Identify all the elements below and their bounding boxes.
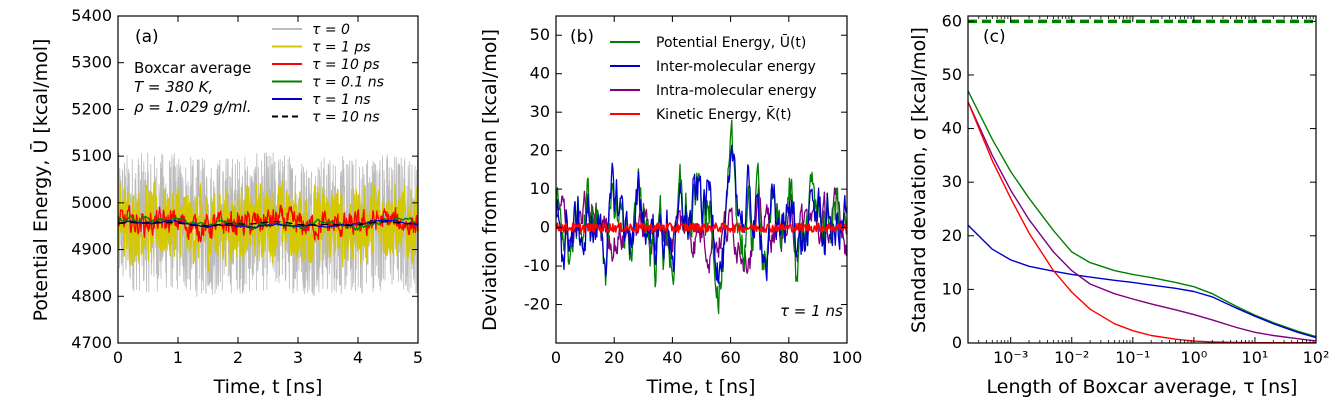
x-tick-label: 10¹ — [1242, 348, 1269, 367]
x-tick-label: 0 — [551, 348, 561, 367]
series-line-c-1 — [968, 224, 1316, 339]
y-tick-label: 0 — [540, 218, 550, 237]
y-tick-label: 10 — [530, 179, 550, 198]
panel-c-frame — [967, 15, 1317, 344]
annotation-density: ρ = 1.029 g/ml. — [134, 98, 251, 116]
series-line-b-3 — [556, 222, 847, 233]
x-tick-label: 40 — [662, 348, 682, 367]
x-tick-label: 5 — [413, 348, 423, 367]
legend-label-a: τ = 0.1 ns — [312, 75, 384, 91]
y-tick-label: 40 — [942, 119, 962, 138]
legend-label-b: Kinetic Energy, K̄(t) — [656, 105, 792, 123]
y-tick-label: 60 — [942, 11, 962, 30]
x-tick-label: 4 — [353, 348, 363, 367]
legend-b: Potential Energy, Ū(t) Inter-molecular en… — [610, 34, 817, 123]
x-tick-label: 60 — [720, 348, 740, 367]
y-tick-label: 30 — [530, 102, 550, 121]
y-tick-label: -10 — [524, 256, 550, 275]
y-tick-label: -20 — [524, 295, 550, 314]
legend-label-a: τ = 0 — [312, 22, 350, 38]
y-tick-label: 5400 — [71, 6, 112, 25]
y-tick-label: 50 — [942, 65, 962, 84]
legend-label-a: τ = 10 ps — [312, 57, 380, 73]
y-tick-label: 40 — [530, 64, 550, 83]
panel-b-label: (b) — [570, 27, 594, 47]
y-axis-label-a: Potential Energy, Ū [kcal/mol] — [28, 39, 52, 322]
panel-c: 10⁻³ 10⁻² 10⁻¹ 10⁰ 10¹ 10² 0 10 20 30 40 50 60 (c) L… — [908, 11, 1329, 398]
panel-a-label: (a) — [135, 27, 159, 47]
legend-label-a: τ = 10 ns — [312, 110, 380, 126]
x-tick-label: 10⁻¹ — [1115, 348, 1150, 367]
y-tick-label: 50 — [530, 25, 550, 44]
x-tick-label: 10⁻² — [1054, 348, 1089, 367]
legend-label-b: Potential Energy, Ū(t) — [656, 34, 806, 51]
y-tick-label: 5300 — [71, 53, 112, 72]
series-line-c-3 — [968, 101, 1316, 343]
x-tick-label: 80 — [779, 348, 799, 367]
x-tick-label: 10⁻³ — [993, 348, 1028, 367]
y-tick-label: 4800 — [71, 286, 112, 305]
x-tick-label: 10⁰ — [1180, 348, 1207, 367]
panel-a: 0 1 2 3 4 5 4700 4800 4900 5000 5100 5200 5300 5400 (… — [28, 6, 423, 398]
x-axis-label-c: Length of Boxcar average, τ [ns] — [987, 376, 1298, 398]
x-tick-label: 10² — [1303, 348, 1329, 367]
y-tick-label: 5100 — [71, 146, 112, 165]
x-tick-label: 100 — [832, 348, 863, 367]
y-axis-label-c: Standard deviation, σ [kcal/mol] — [908, 27, 930, 333]
y-tick-label: 20 — [942, 226, 962, 245]
panel-a-frame — [117, 15, 419, 344]
panel-c-label: (c) — [983, 27, 1006, 47]
y-tick-label: 0 — [952, 333, 962, 352]
series-line-c-0 — [968, 90, 1316, 338]
y-axis-label-b: Deviation from mean [kcal/mol] — [479, 29, 501, 331]
y-tick-label: 4900 — [71, 240, 112, 259]
panel-b: 0 20 40 60 80 100 -20 -10 0 10 20 30 40 50 (b) Potent… — [479, 15, 863, 398]
panel-b-frame — [555, 15, 848, 344]
annotation-temperature: T = 380 K, — [134, 78, 213, 96]
y-tick-label: 30 — [942, 172, 962, 191]
x-axis-label-b: Time, t [ns] — [646, 376, 756, 398]
x-tick-label: 2 — [233, 348, 243, 367]
legend-label-b: Intra-molecular energy — [656, 83, 817, 99]
legend-label-a: τ = 1 ns — [312, 92, 371, 108]
annotation-tau: τ = 1 ns — [780, 302, 843, 320]
x-tick-label: 0 — [113, 348, 123, 367]
series-line-b-1 — [556, 144, 847, 284]
series-line-c-2 — [968, 101, 1316, 342]
series-line-a-5 — [118, 221, 418, 227]
y-tick-label: 20 — [530, 141, 550, 160]
x-tick-label: 20 — [604, 348, 624, 367]
annotation-boxcar: Boxcar average — [134, 59, 251, 77]
y-tick-label: 5000 — [71, 193, 112, 212]
legend-label-a: τ = 1 ps — [312, 40, 371, 56]
y-tick-label: 10 — [942, 279, 962, 298]
legend-label-b: Inter-molecular energy — [656, 59, 816, 75]
y-tick-label: 4700 — [71, 333, 112, 352]
x-tick-label: 3 — [293, 348, 303, 367]
x-axis-label-a: Time, t [ns] — [213, 376, 323, 398]
y-tick-label: 5200 — [71, 99, 112, 118]
x-tick-label: 1 — [173, 348, 183, 367]
legend-a: τ = 0 τ = 1 psτ = 10 ps τ = 0.1 nsτ = 1 ns… — [272, 22, 384, 126]
series-line-a-4 — [118, 219, 418, 229]
